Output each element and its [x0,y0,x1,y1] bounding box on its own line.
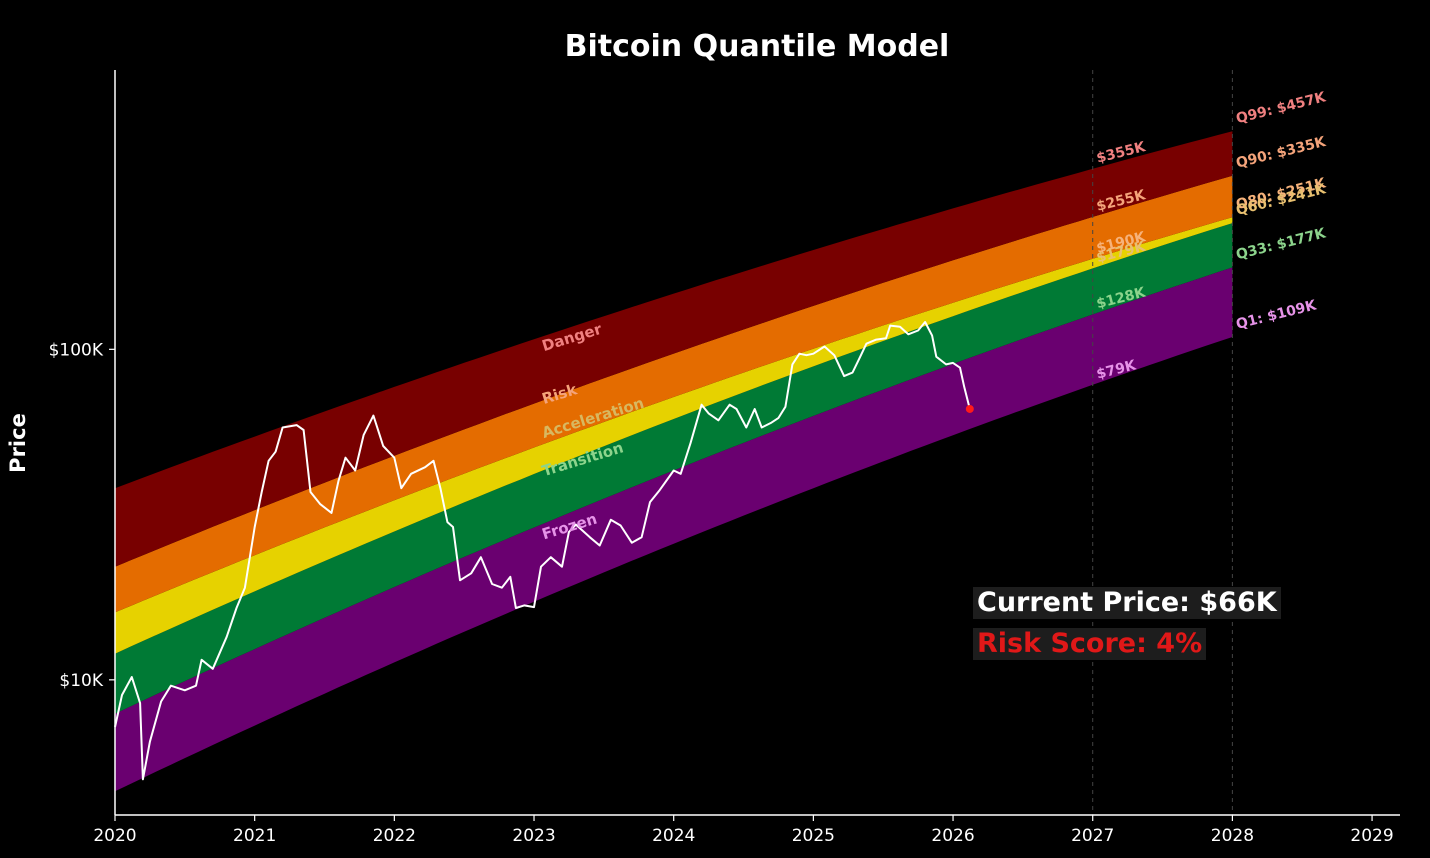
x-tick-label: 2022 [373,826,416,846]
x-tick-label: 2026 [931,826,974,846]
chart-title: Bitcoin Quantile Model [565,29,950,64]
band-transition [115,223,1233,714]
x-tick-label: 2020 [93,826,136,846]
price-series [114,321,974,781]
y-tick-label: $100K [49,340,104,360]
end-label-q1: Q1: $109K [1234,297,1318,333]
band-frozen [115,267,1233,792]
x-tick-label: 2024 [652,826,695,846]
y-tick-label: $10K [59,671,103,691]
x-tick-label: 2025 [792,826,835,846]
x-tick-label: 2023 [512,826,555,846]
x-tick-label: 2021 [233,826,276,846]
current-price-marker [965,404,974,413]
end-label-q33: Q33: $177K [1234,225,1328,263]
end-label-q99: Q99: $457K [1234,89,1328,127]
x-tick-label: 2029 [1350,826,1393,846]
band-risk [115,175,1233,613]
risk-score-label: Risk Score: 4% [973,628,1207,660]
end-label-q90: Q90: $335K [1234,134,1328,172]
band-danger [115,131,1233,567]
current-price-label: Current Price: $66K [973,587,1281,619]
y-axis-label: Price [6,413,30,473]
x-tick-label: 2027 [1071,826,1114,846]
price-line [114,321,971,781]
x-tick-label: 2028 [1211,826,1254,846]
quantile-bands [115,131,1233,792]
axes: 2020 2021 2022 2023 2024 2025 2026 2027 2028 2029… [49,70,1400,846]
